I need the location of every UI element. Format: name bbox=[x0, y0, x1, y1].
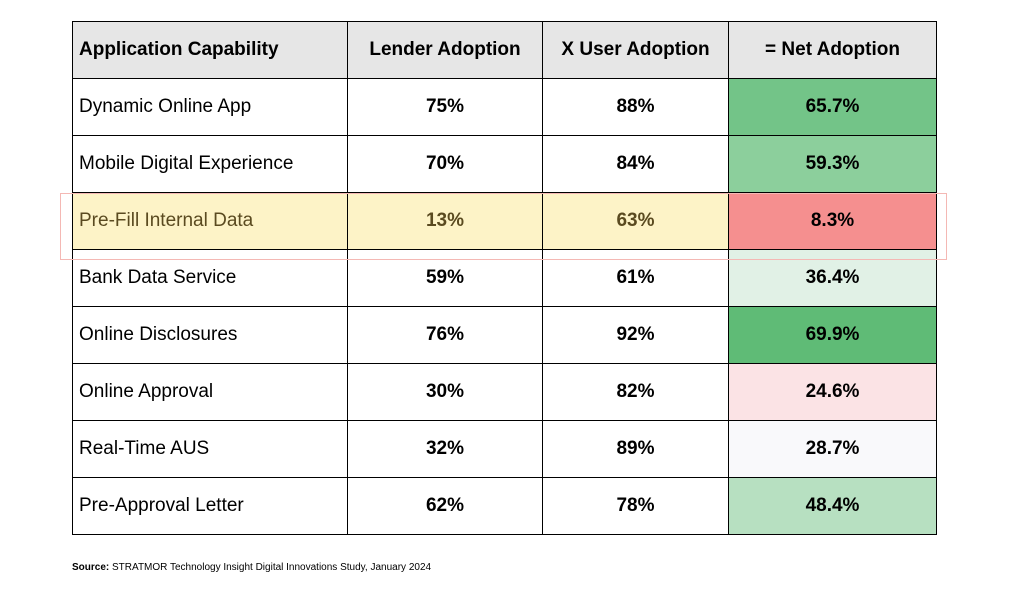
user-adoption-cell: 78% bbox=[542, 477, 729, 535]
header-row: Application Capability Lender Adoption X… bbox=[72, 21, 937, 79]
source-label: Source: bbox=[72, 562, 110, 573]
capability-cell: Bank Data Service bbox=[72, 249, 348, 307]
net-adoption-cell: 28.7% bbox=[728, 420, 937, 478]
capability-cell: Pre-Fill Internal Data bbox=[72, 192, 348, 250]
lender-adoption-cell: 70% bbox=[347, 135, 543, 193]
table-row: Bank Data Service 59% 61% 36.4% bbox=[72, 249, 937, 307]
net-adoption-cell: 69.9% bbox=[728, 306, 937, 364]
capability-cell: Pre-Approval Letter bbox=[72, 477, 348, 535]
capability-cell: Real-Time AUS bbox=[72, 420, 348, 478]
user-adoption-cell: 84% bbox=[542, 135, 729, 193]
table-body: Dynamic Online App 75% 88% 65.7% Mobile Digi… bbox=[72, 78, 937, 535]
table-row: Online Disclosures 76% 92% 69.9% bbox=[72, 306, 937, 364]
net-adoption-cell: 48.4% bbox=[728, 477, 937, 535]
lender-adoption-cell: 76% bbox=[347, 306, 543, 364]
adoption-table: Application Capability Lender Adoption X… bbox=[72, 21, 937, 535]
header-application-capability: Application Capability bbox=[72, 21, 348, 79]
capability-cell: Online Disclosures bbox=[72, 306, 348, 364]
user-adoption-cell: 63% bbox=[542, 192, 729, 250]
header-net-adoption: = Net Adoption bbox=[728, 21, 937, 79]
table-row: Online Approval 30% 82% 24.6% bbox=[72, 363, 937, 421]
user-adoption-cell: 92% bbox=[542, 306, 729, 364]
net-adoption-cell: 59.3% bbox=[728, 135, 937, 193]
lender-adoption-cell: 75% bbox=[347, 78, 543, 136]
net-adoption-cell: 8.3% bbox=[728, 192, 937, 250]
lender-adoption-cell: 59% bbox=[347, 249, 543, 307]
table-row: Real-Time AUS 32% 89% 28.7% bbox=[72, 420, 937, 478]
table-row: Pre-Fill Internal Data 13% 63% 8.3% bbox=[72, 192, 937, 250]
source-note: Source: STRATMOR Technology Insight Digi… bbox=[72, 562, 431, 573]
table-container: Application Capability Lender Adoption X… bbox=[72, 21, 937, 535]
user-adoption-cell: 82% bbox=[542, 363, 729, 421]
capability-cell: Online Approval bbox=[72, 363, 348, 421]
user-adoption-cell: 89% bbox=[542, 420, 729, 478]
table-row: Pre-Approval Letter 62% 78% 48.4% bbox=[72, 477, 937, 535]
lender-adoption-cell: 32% bbox=[347, 420, 543, 478]
capability-cell: Dynamic Online App bbox=[72, 78, 348, 136]
net-adoption-cell: 65.7% bbox=[728, 78, 937, 136]
lender-adoption-cell: 30% bbox=[347, 363, 543, 421]
table-row: Dynamic Online App 75% 88% 65.7% bbox=[72, 78, 937, 136]
net-adoption-cell: 36.4% bbox=[728, 249, 937, 307]
lender-adoption-cell: 62% bbox=[347, 477, 543, 535]
header-lender-adoption: Lender Adoption bbox=[347, 21, 543, 79]
header-user-adoption: X User Adoption bbox=[542, 21, 729, 79]
source-text: STRATMOR Technology Insight Digital Inno… bbox=[109, 562, 432, 573]
net-adoption-cell: 24.6% bbox=[728, 363, 937, 421]
table-row: Mobile Digital Experience 70% 84% 59.3% bbox=[72, 135, 937, 193]
lender-adoption-cell: 13% bbox=[347, 192, 543, 250]
user-adoption-cell: 61% bbox=[542, 249, 729, 307]
user-adoption-cell: 88% bbox=[542, 78, 729, 136]
capability-cell: Mobile Digital Experience bbox=[72, 135, 348, 193]
